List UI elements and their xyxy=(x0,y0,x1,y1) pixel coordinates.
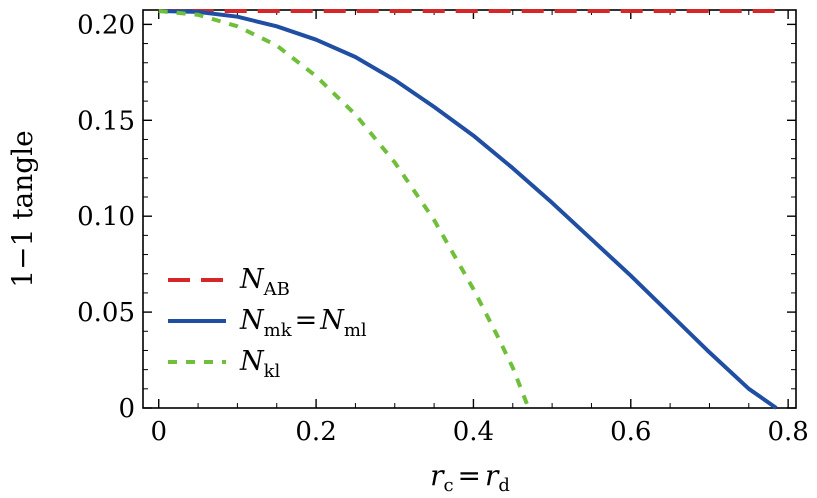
y-tick-label-3: 0.15 xyxy=(77,106,135,136)
y-tick-label-2: 0.10 xyxy=(77,202,135,232)
series-line-1 xyxy=(158,9,778,410)
x-tick-label-1: 0.2 xyxy=(295,417,336,447)
legend-label-1: Nmk = Nml xyxy=(239,305,367,341)
legend-label-part: N xyxy=(239,305,265,336)
x-label-eq: = xyxy=(458,459,481,492)
legend-label-part: = xyxy=(295,305,318,336)
x-label-sub2: d xyxy=(498,475,510,496)
x-tick-label-2: 0.4 xyxy=(453,417,494,447)
y-tick-label-4: 0.20 xyxy=(77,10,135,40)
legend-label-part: mk xyxy=(264,320,293,341)
x-label-sub1: c xyxy=(443,475,453,496)
legend-label-part: N xyxy=(239,346,265,377)
y-tick-label-1: 0.05 xyxy=(77,298,135,328)
x-tick-label-3: 0.6 xyxy=(610,417,651,447)
legend-label-part: kl xyxy=(264,361,281,382)
series-line-2 xyxy=(158,9,531,409)
legend-label-part: AB xyxy=(263,279,290,300)
x-tick-label-0: 0 xyxy=(150,417,167,447)
legend-label-2: Nkl xyxy=(239,346,281,382)
series-layer xyxy=(158,9,778,410)
x-axis-label: rc = rd xyxy=(430,459,510,496)
legend-label-part: ml xyxy=(344,320,367,341)
axis-ticks: 0 0.2 0.4 0.6 0.8 0 0.05 0.10 0.15 0.20 xyxy=(77,10,809,447)
y-axis-label: 1−1 tangle xyxy=(6,130,39,287)
legend-label-0: NAB xyxy=(239,264,290,300)
legend-label-part: N xyxy=(239,264,265,295)
x-label-r2: r xyxy=(485,459,500,492)
y-tick-label-0: 0 xyxy=(118,394,135,424)
x-tick-label-4: 0.8 xyxy=(767,417,808,447)
x-label-r1: r xyxy=(430,459,445,492)
legend-label-part: N xyxy=(319,305,345,336)
